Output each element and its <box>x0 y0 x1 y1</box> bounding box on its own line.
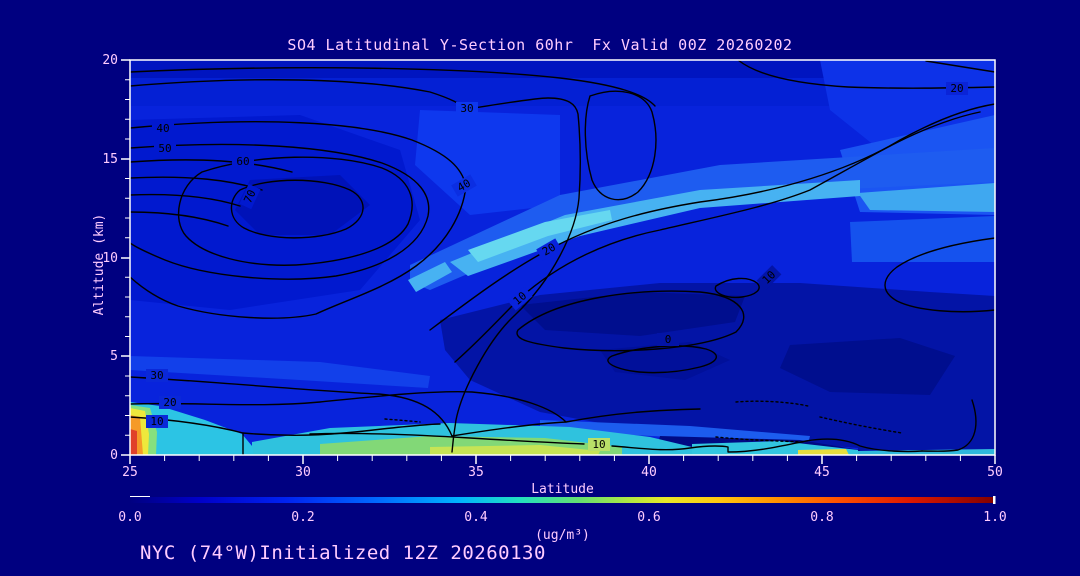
y-tick-20: 20 <box>102 53 118 68</box>
y-tick-10: 10 <box>102 251 118 266</box>
colorbar-units-label: (ug/m³) <box>535 528 590 543</box>
cb-tick-1.0: 1.0 <box>983 510 1007 525</box>
contour-label-30c: 30 <box>146 369 168 382</box>
cb-tick-0.4: 0.4 <box>464 510 488 525</box>
y-tick-5: 5 <box>110 349 118 364</box>
axis-major-ticks <box>121 59 996 464</box>
cb-tick-0.0: 0.0 <box>118 510 142 525</box>
x-tick-25: 25 <box>122 465 138 480</box>
x-tick-30: 30 <box>295 465 311 480</box>
cb-tick-0.6: 0.6 <box>637 510 661 525</box>
contour-label-50: 50 <box>154 142 176 155</box>
x-axis-label: Latitude <box>531 482 594 497</box>
contour-label-10d: 10 <box>588 438 610 451</box>
overlay-contour-lines <box>130 60 995 455</box>
contour-label-20d: 20 <box>946 82 968 95</box>
x-tick-35: 35 <box>468 465 484 480</box>
contour-label-40: 40 <box>152 122 174 135</box>
filled-contour-field <box>130 60 995 455</box>
contour-label-20c: 20 <box>159 396 181 409</box>
contour-label-10c: 10 <box>146 415 168 428</box>
init-info-text: NYC (74°W)Initialized 12Z 20260130 <box>140 542 546 564</box>
y-tick-0: 0 <box>110 448 118 463</box>
x-tick-45: 45 <box>814 465 830 480</box>
contour-label-0: 0 <box>657 333 679 346</box>
plot-title: SO4 Latitudinal Y-Section 60hr Fx Valid … <box>287 36 793 54</box>
axis-minor-ticks <box>125 79 961 461</box>
cb-tick-0.2: 0.2 <box>291 510 315 525</box>
cb-tick-0.8: 0.8 <box>810 510 834 525</box>
x-tick-40: 40 <box>641 465 657 480</box>
contour-label-60: 60 <box>232 155 254 168</box>
x-tick-50: 50 <box>987 465 1003 480</box>
contour-label-30b: 30 <box>456 102 478 115</box>
colorbar <box>130 496 996 504</box>
y-tick-15: 15 <box>102 152 118 167</box>
